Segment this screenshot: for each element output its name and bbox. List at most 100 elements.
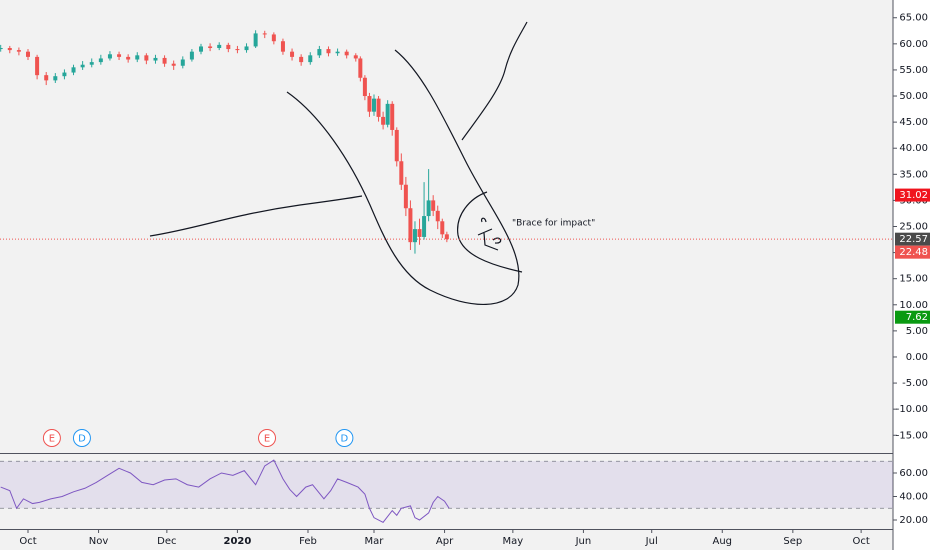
x-tick-label: Feb bbox=[299, 536, 317, 547]
candle-body bbox=[189, 51, 194, 60]
candle-body bbox=[403, 184, 408, 209]
candle-body bbox=[412, 229, 417, 243]
candle-body bbox=[180, 59, 185, 66]
candle-body bbox=[217, 44, 222, 49]
y-tick-label: 65.00 bbox=[899, 13, 928, 24]
candle-body bbox=[135, 55, 140, 60]
candle-body bbox=[440, 221, 445, 235]
candle-body bbox=[426, 200, 431, 217]
price-label: 31.02 bbox=[899, 190, 928, 201]
candle-body bbox=[198, 46, 203, 52]
x-tick-label: Jul bbox=[645, 536, 658, 547]
candle-body bbox=[399, 161, 404, 185]
candle-body bbox=[435, 210, 440, 222]
y-tick-label: 40.00 bbox=[899, 143, 928, 154]
price-label: 7.62 bbox=[906, 312, 928, 323]
candle-body bbox=[253, 33, 258, 47]
candle-body bbox=[417, 229, 422, 237]
candle-body bbox=[235, 49, 240, 51]
candle-body bbox=[317, 49, 322, 56]
candle-body bbox=[326, 49, 331, 54]
candle-body bbox=[98, 58, 103, 63]
x-tick-label: 2020 bbox=[223, 536, 251, 547]
x-tick-label: May bbox=[503, 536, 524, 547]
event-marker bbox=[42, 429, 61, 447]
candle-body bbox=[394, 129, 399, 162]
price-label: 22.57 bbox=[899, 234, 928, 245]
price-label-box bbox=[895, 245, 930, 259]
candle-body bbox=[208, 46, 213, 49]
candle-body bbox=[262, 33, 267, 35]
candle-body bbox=[299, 56, 304, 63]
x-tick-label: Sep bbox=[783, 536, 802, 547]
candle-body bbox=[153, 57, 158, 61]
candle-body bbox=[25, 51, 30, 57]
candle-body bbox=[371, 98, 376, 112]
candle-body bbox=[290, 51, 295, 57]
x-tick-label: Oct bbox=[852, 536, 869, 547]
candle-body bbox=[422, 216, 427, 237]
drawing-stroke bbox=[461, 21, 528, 141]
candle-body bbox=[335, 51, 340, 54]
y-tick-label: 60.00 bbox=[899, 39, 928, 50]
candle-body bbox=[62, 72, 67, 77]
y-tick-label: 40.00 bbox=[899, 491, 928, 502]
candle-body bbox=[80, 64, 85, 68]
y-tick-label: 10.00 bbox=[899, 300, 928, 311]
rsi-band bbox=[0, 461, 893, 509]
candle-body bbox=[117, 54, 122, 57]
freehand-drawing bbox=[149, 21, 528, 306]
event-marker bbox=[72, 429, 91, 447]
candle-body bbox=[35, 56, 40, 76]
y-tick-label: 45.00 bbox=[899, 117, 928, 128]
drawing-stroke bbox=[477, 217, 502, 251]
annotation: "Brace for impact" bbox=[512, 219, 595, 229]
candle-body bbox=[226, 44, 231, 50]
event-marker bbox=[335, 429, 354, 447]
candle-body bbox=[16, 50, 21, 52]
event-label: D bbox=[78, 434, 86, 445]
candle-body bbox=[308, 55, 313, 63]
price-label-box bbox=[895, 310, 930, 324]
candle-body bbox=[71, 67, 76, 73]
y-tick-label: 5.00 bbox=[906, 326, 928, 337]
y-tick-label: -15.00 bbox=[896, 430, 928, 441]
y-tick-label: 60.00 bbox=[899, 468, 928, 479]
candle-body bbox=[0, 48, 3, 50]
y-tick-label: -10.00 bbox=[896, 404, 928, 415]
price-label: 22.48 bbox=[899, 247, 928, 258]
axis-background bbox=[893, 0, 932, 550]
candle-body bbox=[53, 76, 58, 81]
candle-body bbox=[144, 55, 149, 61]
x-tick-label: Oct bbox=[19, 536, 36, 547]
candle-body bbox=[362, 77, 367, 97]
y-tick-label: -5.00 bbox=[902, 378, 928, 389]
candle-body bbox=[408, 208, 413, 243]
x-tick-label: Aug bbox=[713, 536, 733, 547]
candle-body bbox=[7, 48, 12, 51]
candle-body bbox=[126, 56, 131, 60]
candle-body bbox=[367, 96, 372, 112]
candle-body bbox=[344, 51, 349, 56]
x-tick-label: Nov bbox=[89, 536, 109, 547]
event-label: E bbox=[49, 434, 55, 445]
event-marker bbox=[258, 429, 277, 447]
candle-body bbox=[376, 98, 381, 117]
y-tick-label: 15.00 bbox=[899, 274, 928, 285]
x-tick-label: Mar bbox=[365, 536, 385, 547]
candle-body bbox=[244, 46, 249, 51]
drawing-stroke bbox=[457, 191, 523, 273]
y-tick-label: 20.00 bbox=[899, 515, 928, 526]
candle-body bbox=[107, 54, 112, 59]
x-tick-label: Dec bbox=[157, 536, 176, 547]
y-tick-label: 50.00 bbox=[899, 91, 928, 102]
plot-background bbox=[0, 0, 893, 550]
candle-body bbox=[271, 34, 276, 42]
candle-body bbox=[444, 234, 449, 240]
x-tick-label: Jun bbox=[575, 536, 592, 547]
y-tick-label: 0.00 bbox=[906, 352, 928, 363]
price-label-box bbox=[895, 188, 930, 202]
candle-body bbox=[280, 41, 285, 52]
event-label: D bbox=[341, 434, 349, 445]
